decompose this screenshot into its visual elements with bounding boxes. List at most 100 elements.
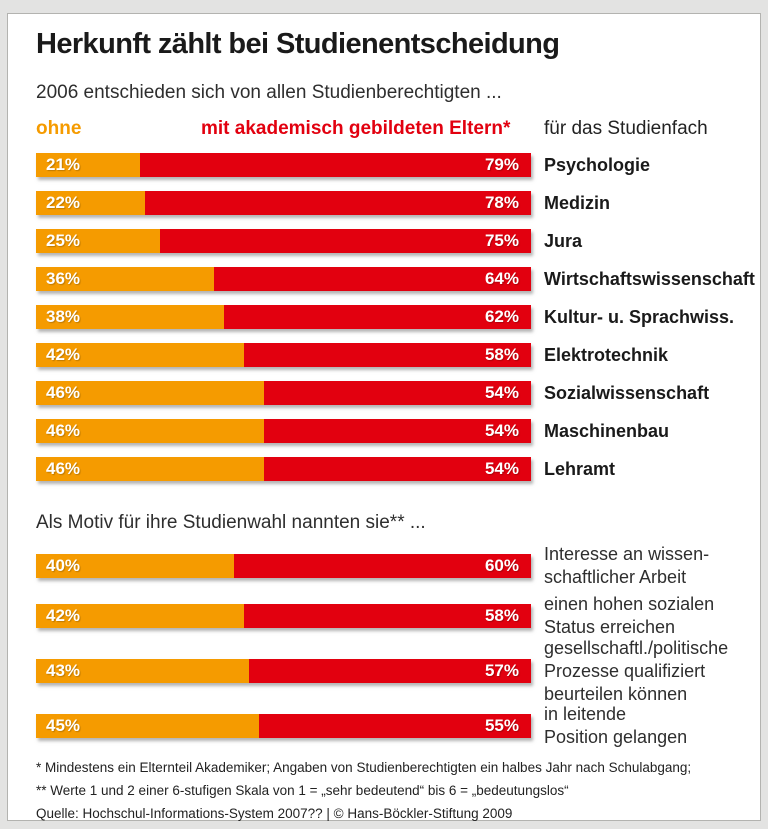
bar-value-mit: 58% xyxy=(484,345,519,364)
category-label: Elektrotechnik xyxy=(544,344,669,365)
category-label: Interesse an wissen- schaftlicher Arbeit xyxy=(544,543,709,589)
stacked-bar: 36% 64% xyxy=(36,267,531,291)
bar-value-ohne: 42% xyxy=(46,345,81,364)
bar-segment-ohne: 45% xyxy=(36,714,259,738)
bar-value-mit: 60% xyxy=(484,556,519,575)
label-line: Status erreichen xyxy=(544,617,676,637)
bar-row-jura: 25% 75% Jura xyxy=(36,229,756,253)
label-line: Interesse an wissen- xyxy=(544,544,710,564)
legend-studienfach: für das Studienfach xyxy=(544,118,708,139)
label-line: schaftlicher Arbeit xyxy=(544,567,687,587)
footnote-1: * Mindestens ein Elternteil Akademiker; … xyxy=(36,760,692,775)
bar-value-mit: 54% xyxy=(484,421,519,440)
label-line: beurteilen können xyxy=(544,683,688,704)
bar-value-ohne: 43% xyxy=(46,661,81,680)
label-line: in leitende xyxy=(544,704,627,724)
bar-value-mit: 78% xyxy=(484,193,519,212)
bar-segment-mit: 55% xyxy=(258,714,531,738)
bar-value-mit: 55% xyxy=(484,716,519,735)
stacked-bar: 46% 54% xyxy=(36,457,531,481)
category-label: Psychologie xyxy=(544,154,651,175)
category-label: Sozialwissenschaft xyxy=(544,382,710,403)
bar-segment-mit: 64% xyxy=(214,267,531,291)
label-line: Position gelangen xyxy=(544,727,688,747)
label-line: Prozesse qualifiziert xyxy=(544,660,706,681)
bar-segment-mit: 57% xyxy=(248,659,531,683)
bar-segment-ohne: 43% xyxy=(36,659,249,683)
category-label: Lehramt xyxy=(544,458,616,479)
bar-value-ohne: 40% xyxy=(46,556,81,575)
bar-value-mit: 79% xyxy=(484,155,519,174)
category-label: Jura xyxy=(544,230,583,251)
category-label: in leitende Position gelangen xyxy=(544,703,687,749)
source-line: Quelle: Hochschul-Informations-System 20… xyxy=(36,806,513,821)
stacked-bar: 42% 58% xyxy=(36,343,531,367)
bar-value-mit: 62% xyxy=(484,307,519,326)
stacked-bar: 43% 57% xyxy=(36,659,531,683)
label-line: gesellschaftl./politische xyxy=(544,637,729,658)
bar-segment-mit: 79% xyxy=(139,153,531,177)
category-label: einen hohen sozialen Status erreichen xyxy=(544,593,714,639)
bar-value-ohne: 46% xyxy=(46,459,81,478)
bar-value-mit: 75% xyxy=(484,231,519,250)
bar-segment-mit: 62% xyxy=(224,305,531,329)
bar-segment-ohne: 21% xyxy=(36,153,140,177)
bar-row-motiv-4: 45% 55% in leitende Position gelangen xyxy=(36,704,756,747)
page-title: Herkunft zählt bei Studienentscheidung xyxy=(36,28,560,60)
category-label: gesellschaftl./politische Prozesse quali… xyxy=(544,637,728,706)
bar-segment-ohne: 46% xyxy=(36,419,264,443)
stacked-bar: 21% 79% xyxy=(36,153,531,177)
bar-value-ohne: 36% xyxy=(46,269,81,288)
bar-segment-ohne: 42% xyxy=(36,343,244,367)
bar-value-ohne: 45% xyxy=(46,716,81,735)
bar-value-mit: 54% xyxy=(484,383,519,402)
bar-value-mit: 64% xyxy=(484,269,519,288)
bar-segment-mit: 60% xyxy=(234,554,531,578)
bar-segment-mit: 58% xyxy=(243,343,531,367)
stacked-bar: 42% 58% xyxy=(36,604,531,628)
bar-segment-ohne: 40% xyxy=(36,554,234,578)
bar-value-ohne: 46% xyxy=(46,421,81,440)
bar-value-ohne: 42% xyxy=(46,606,81,625)
stacked-bar: 38% 62% xyxy=(36,305,531,329)
bar-segment-ohne: 42% xyxy=(36,604,244,628)
bar-value-mit: 58% xyxy=(484,606,519,625)
bar-row-wirtschaftswissenschaft: 36% 64% Wirtschaftswissenschaft xyxy=(36,267,756,291)
legend-mit: mit akademisch gebildeten Eltern* xyxy=(201,118,511,139)
bar-segment-mit: 75% xyxy=(159,229,531,253)
bar-row-medizin: 22% 78% Medizin xyxy=(36,191,756,215)
stacked-bar: 46% 54% xyxy=(36,419,531,443)
bar-value-mit: 54% xyxy=(484,459,519,478)
bar-segment-mit: 54% xyxy=(263,381,531,405)
stacked-bar: 25% 75% xyxy=(36,229,531,253)
bar-row-motiv-2: 42% 58% einen hohen sozialen Status erre… xyxy=(36,594,756,637)
category-label: Medizin xyxy=(544,192,610,213)
footnote-2: ** Werte 1 und 2 einer 6-stufigen Skala … xyxy=(36,783,569,798)
section2-heading: Als Motiv für ihre Studienwahl nannten s… xyxy=(36,512,426,533)
bar-value-ohne: 46% xyxy=(46,383,81,402)
bar-segment-mit: 78% xyxy=(144,191,531,215)
page-subtitle: 2006 entschieden sich von allen Studienb… xyxy=(36,82,502,103)
bar-row-kultur-sprachwiss: 38% 62% Kultur- u. Sprachwiss. xyxy=(36,305,756,329)
bar-segment-mit: 54% xyxy=(263,419,531,443)
bar-row-maschinenbau: 46% 54% Maschinenbau xyxy=(36,419,756,443)
bar-segment-ohne: 46% xyxy=(36,457,264,481)
bar-value-ohne: 38% xyxy=(46,307,81,326)
bar-value-ohne: 21% xyxy=(46,155,81,174)
bar-row-motiv-1: 40% 60% Interesse an wissen- schaftliche… xyxy=(36,544,756,587)
bar-row-lehramt: 46% 54% Lehramt xyxy=(36,457,756,481)
legend-ohne: ohne xyxy=(36,118,82,139)
bar-row-motiv-3: 43% 57% gesellschaftl./politische Prozes… xyxy=(36,638,756,704)
bar-row-psychologie: 21% 79% Psychologie xyxy=(36,153,756,177)
bar-value-mit: 57% xyxy=(484,661,519,680)
bar-segment-ohne: 36% xyxy=(36,267,215,291)
bar-segment-ohne: 25% xyxy=(36,229,160,253)
bar-segment-mit: 54% xyxy=(263,457,531,481)
stacked-bar: 46% 54% xyxy=(36,381,531,405)
label-line: einen hohen sozialen xyxy=(544,594,715,614)
stacked-bar: 45% 55% xyxy=(36,714,531,738)
stacked-bar: 22% 78% xyxy=(36,191,531,215)
bar-segment-mit: 58% xyxy=(243,604,531,628)
bar-segment-ohne: 38% xyxy=(36,305,225,329)
bar-segment-ohne: 22% xyxy=(36,191,145,215)
